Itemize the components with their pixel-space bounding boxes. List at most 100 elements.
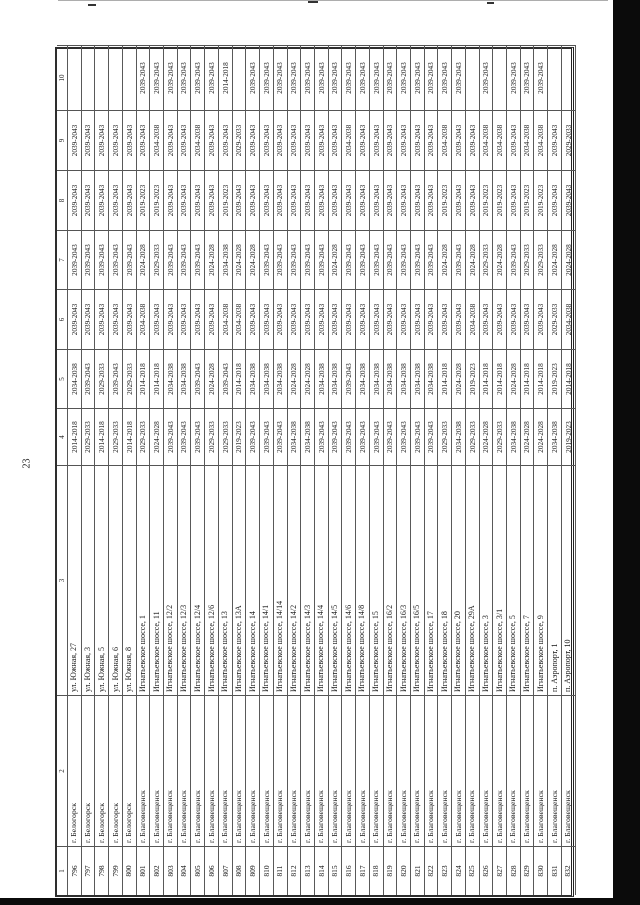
year-range-cell: 2039-2043 — [507, 230, 521, 289]
city-cell: г. Благовещенск — [561, 695, 576, 846]
year-range-cell: 2039-2043 — [342, 230, 357, 289]
city-cell: г. Благовещенск — [164, 695, 178, 846]
year-range-cell — [81, 45, 96, 110]
year-range-cell: 2029-2033 — [109, 408, 123, 465]
year-range-cell — [465, 45, 480, 110]
year-range-cell: 2034-2038 — [232, 289, 247, 349]
year-range-cell: 2039-2043 — [177, 289, 192, 349]
year-range-cell: 2034-2038 — [507, 408, 521, 465]
year-range-cell: 2039-2043 — [314, 289, 329, 349]
year-range-cell — [493, 45, 507, 110]
address-cell: Игнатьевское шоссе, 14/2 — [287, 465, 302, 695]
scan-speck — [487, 2, 494, 4]
year-range-cell — [68, 45, 82, 110]
year-range-cell: 2039-2043 — [68, 110, 82, 170]
year-range-cell: 2039-2043 — [177, 230, 192, 289]
year-range-cell: 2019-2023 — [479, 170, 494, 230]
year-range-cell: 2034-2038 — [260, 349, 274, 408]
city-cell: г. Благовещенск — [507, 695, 521, 846]
year-range-cell — [561, 45, 576, 110]
year-range-cell: 2034-2038 — [218, 230, 233, 289]
year-range-cell: 2039-2043 — [520, 45, 535, 110]
year-range-cell: 2039-2043 — [136, 45, 151, 110]
year-range-cell: 2039-2043 — [109, 110, 123, 170]
year-range-cell: 2014-2018 — [150, 349, 165, 408]
address-cell: Игнатьевское шоссе, 14/8 — [356, 465, 370, 695]
year-range-cell: 2039-2043 — [534, 45, 549, 110]
year-range-cell: 2034-2038 — [561, 289, 576, 349]
year-range-cell: 2039-2043 — [191, 45, 206, 110]
year-range-cell: 2029-2033 — [122, 349, 137, 408]
year-range-cell: 2039-2043 — [342, 170, 357, 230]
year-range-cell: 2039-2043 — [287, 289, 302, 349]
year-range-cell: 2039-2043 — [479, 289, 494, 349]
year-range-cell: 2039-2043 — [383, 230, 398, 289]
row-number-cell: 821 — [410, 846, 425, 895]
year-range-cell: 2039-2043 — [122, 170, 137, 230]
year-range-cell: 2039-2043 — [191, 349, 206, 408]
year-range-cell: 2039-2043 — [356, 408, 370, 465]
year-range-cell: 2039-2043 — [314, 45, 329, 110]
year-range-cell: 2039-2043 — [122, 289, 137, 349]
address-cell: п. Аэропорт, 1 — [548, 465, 562, 695]
year-range-cell: 2034-2038 — [493, 110, 507, 170]
year-range-cell: 2039-2043 — [301, 230, 315, 289]
year-range-cell: 2039-2043 — [314, 230, 329, 289]
address-cell: ул. Южная, 5 — [95, 465, 110, 695]
year-range-cell: 2034-2038 — [314, 349, 329, 408]
year-range-cell: 2039-2043 — [177, 110, 192, 170]
year-range-cell: 2039-2043 — [410, 408, 425, 465]
row-number-cell: 817 — [356, 846, 370, 895]
year-range-cell: 2024-2028 — [520, 408, 535, 465]
year-range-cell: 2029-2033 — [150, 230, 165, 289]
row-number-cell: 814 — [314, 846, 329, 895]
column-header-cell: 10 — [57, 45, 68, 110]
city-cell: г. Благовещенск — [314, 695, 329, 846]
year-range-cell: 2039-2043 — [273, 230, 288, 289]
year-range-cell: 2039-2043 — [520, 289, 535, 349]
year-range-cell: 2039-2043 — [342, 45, 357, 110]
row-number-cell: 831 — [548, 846, 562, 895]
year-range-cell — [109, 45, 123, 110]
year-range-cell: 2039-2043 — [452, 170, 466, 230]
address-cell: Игнатьевское шоссе, 3 — [479, 465, 494, 695]
year-range-cell: 2039-2043 — [68, 170, 82, 230]
city-cell: г. Благовещенск — [287, 695, 302, 846]
city-cell: г. Благовещенск — [328, 695, 343, 846]
year-range-cell: 2039-2043 — [424, 110, 439, 170]
year-range-cell: 2039-2043 — [191, 289, 206, 349]
year-range-cell: 2039-2043 — [383, 289, 398, 349]
row-number-cell: 823 — [438, 846, 453, 895]
year-range-cell: 2039-2043 — [507, 110, 521, 170]
year-range-cell: 2039-2043 — [205, 170, 219, 230]
address-cell: Игнатьевское шоссе, 12/3 — [177, 465, 192, 695]
year-range-cell: 2034-2038 — [383, 349, 398, 408]
year-range-cell: 2024-2028 — [465, 230, 480, 289]
year-range-cell: 2039-2043 — [410, 230, 425, 289]
year-range-cell: 2014-2018 — [479, 349, 494, 408]
year-range-cell: 2039-2043 — [260, 408, 274, 465]
year-range-cell: 2039-2043 — [246, 289, 261, 349]
year-range-cell: 2039-2043 — [246, 110, 261, 170]
year-range-cell: 2024-2028 — [493, 230, 507, 289]
row-number-cell: 820 — [397, 846, 411, 895]
year-range-cell: 2039-2043 — [369, 230, 384, 289]
row-number-cell: 812 — [287, 846, 302, 895]
row-number-cell: 818 — [369, 846, 384, 895]
row-number-cell: 810 — [260, 846, 274, 895]
year-range-cell: 2039-2043 — [424, 230, 439, 289]
year-range-cell: 2039-2043 — [356, 289, 370, 349]
scan-speck — [308, 1, 318, 3]
address-cell: Игнатьевское шоссе, 11 — [150, 465, 165, 695]
year-range-cell: 2039-2043 — [328, 45, 343, 110]
year-range-cell: 2034-2038 — [287, 408, 302, 465]
address-cell: ул. Южная, 3 — [81, 465, 96, 695]
row-number-cell: 826 — [479, 846, 494, 895]
year-range-cell: 2024-2028 — [479, 408, 494, 465]
city-cell: г. Благовещенск — [342, 695, 357, 846]
year-range-cell: 2034-2038 — [136, 289, 151, 349]
year-range-cell: 2014-2018 — [218, 45, 233, 110]
city-cell: г. Благовещенск — [246, 695, 261, 846]
address-cell: Игнатьевское шоссе, 16/5 — [410, 465, 425, 695]
year-range-cell: 2034-2038 — [342, 110, 357, 170]
